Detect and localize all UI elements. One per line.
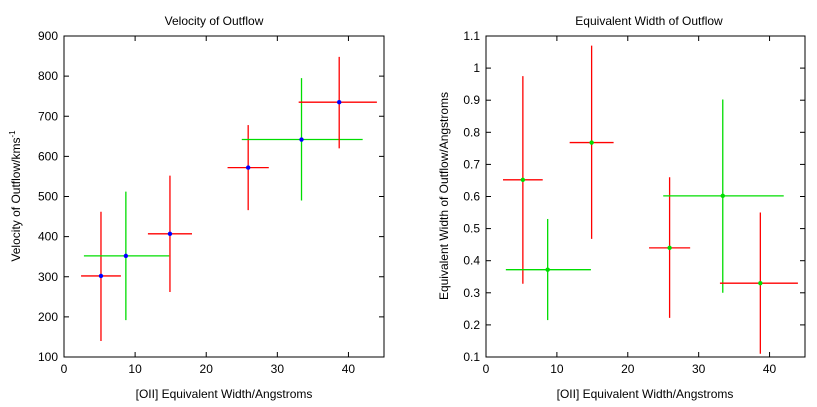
data-point <box>667 245 672 251</box>
x-tick-label: 30 <box>271 362 285 376</box>
y-tick-label: 100 <box>38 350 58 364</box>
data-point <box>337 100 342 105</box>
data-point <box>123 253 129 259</box>
y-tick-label: 300 <box>38 270 58 284</box>
x-tick-label: 10 <box>550 362 564 376</box>
y-axis-label: Equivalent Width of Outflow/Angstroms <box>437 92 451 300</box>
y-axis-label-text: Velocity of Outflow/kms <box>9 138 23 262</box>
y-tick-label: 0.5 <box>463 222 480 236</box>
x-tick-label: 10 <box>128 362 142 376</box>
x-tick-label: 0 <box>483 362 490 376</box>
x-tick-label: 40 <box>342 362 356 376</box>
y-tick-label: 0.8 <box>463 125 480 139</box>
y-tick-label: 0.2 <box>463 318 480 332</box>
x-tick-label: 30 <box>692 362 706 376</box>
x-tick-label: 20 <box>200 362 214 376</box>
y-tick-label: 900 <box>38 29 58 43</box>
y-tick-label: 0.9 <box>463 93 480 107</box>
axis-ticks: 0 10 20 30 40 0.1 0.2 0.3 0.4 0.5 0.6 0.7 0.8 0.9 1 1.1 <box>463 29 805 376</box>
data-point <box>520 177 526 183</box>
y-tick-label: 400 <box>38 230 58 244</box>
y-tick-label: 0.4 <box>463 254 480 268</box>
chart-title: Equivalent Width of Outflow <box>575 14 723 28</box>
data-marks <box>503 45 798 354</box>
axis-ticks: 0 10 20 30 40 100 200 300 400 500 600 700 800 900 <box>38 29 384 376</box>
x-axis-label: [OII] Equivalent Width/Angstroms <box>136 387 313 401</box>
y-tick-label: 600 <box>38 149 58 163</box>
chart-title: Velocity of Outflow <box>165 14 264 28</box>
plot-frame <box>63 35 385 358</box>
y-tick-label: 0.3 <box>463 286 480 300</box>
plot-frame <box>485 35 806 358</box>
data-point <box>589 140 594 145</box>
y-axis-label-superscript: -1 <box>8 130 17 138</box>
data-point <box>98 273 104 279</box>
x-axis-label: [OII] Equivalent Width/Angstroms <box>557 387 734 401</box>
y-tick-label: 1.1 <box>463 29 480 43</box>
y-tick-label: 0.7 <box>463 157 480 171</box>
chart-velocity-of-outflow: Velocity of Outflow 0 10 20 30 40 100 200 300 40… <box>8 14 385 401</box>
y-axis-label: Velocity of Outflow/kms-1 <box>8 130 23 262</box>
y-tick-label: 700 <box>38 109 58 123</box>
y-tick-label: 800 <box>38 69 58 83</box>
chart-equivalent-width-of-outflow: Equivalent Width of Outflow 0 10 20 30 40 0.1… <box>437 14 806 401</box>
data-point <box>167 231 173 237</box>
y-tick-label: 200 <box>38 310 58 324</box>
x-tick-label: 20 <box>621 362 635 376</box>
y-tick-label: 0.1 <box>463 350 480 364</box>
y-tick-label: 0.6 <box>463 190 480 204</box>
x-tick-label: 0 <box>61 362 68 376</box>
data-point <box>545 267 550 272</box>
data-point <box>758 280 763 286</box>
x-tick-label: 40 <box>763 362 777 376</box>
y-tick-label: 500 <box>38 190 58 204</box>
data-marks <box>81 56 377 341</box>
data-point <box>299 137 304 142</box>
y-tick-label: 1 <box>473 61 480 75</box>
data-point <box>245 165 251 170</box>
data-point <box>720 193 725 199</box>
